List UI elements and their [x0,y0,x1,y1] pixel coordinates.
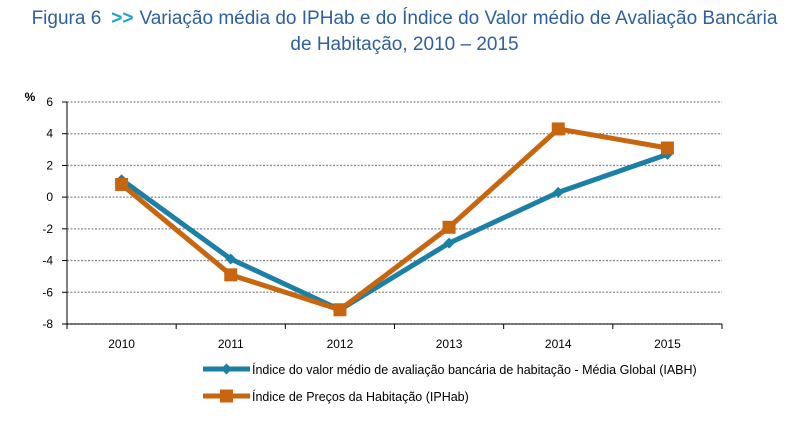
data-point [442,220,456,234]
data-point [333,303,347,317]
legend-marker [220,389,233,403]
y-tick-label: 6 [46,95,53,109]
legend-item-iphab: Índice de Preços da Habitação (IPHab) [203,389,469,404]
title-text-1: Variação média do IPHab e do Índice do V… [139,8,778,29]
series-layer [115,122,674,317]
series-line [119,151,670,313]
data-point [660,141,674,155]
data-point [551,122,565,136]
x-tick-label: 2014 [545,337,572,351]
x-tick-label: 2011 [218,337,244,351]
legend-marker [221,363,232,375]
data-point [225,253,237,265]
y-tick-label: 4 [46,127,53,141]
y-tick-label: -6 [42,285,53,299]
data-point [115,177,129,191]
x-tick-label: 2010 [108,337,135,351]
legend-item-iabh: Índice do valor médio de avaliação bancá… [203,362,697,377]
y-axis-label: % [25,90,36,104]
data-point [224,268,238,282]
legend: Índice do valor médio de avaliação bancá… [203,362,697,404]
title-line-1: Figura 6 >> Variação média do IPHab e do Í… [0,6,809,32]
title-arrows: >> [111,8,134,29]
y-tick-label: 0 [46,190,53,204]
y-tick-label: 2 [46,158,53,172]
series-iabh [116,148,673,316]
series-line [119,126,670,313]
legend-label: Índice do valor médio de avaliação bancá… [252,362,697,377]
legend-label: Índice de Preços da Habitação (IPHab) [252,389,469,404]
data-point [552,186,564,198]
y-tick-label: -8 [42,317,53,331]
x-tick-label: 2013 [436,337,463,351]
x-tick-label: 2015 [654,337,681,351]
figure-label: Figura 6 [31,8,102,29]
series-iphab [115,122,674,317]
y-tick-label: -2 [42,222,53,236]
axis-layer: 6 4 2 0 -2 -4 -6 -8% 2010 2011 2012 2013 2014 2015 [25,90,723,351]
x-tick-label: 2012 [327,337,354,351]
data-point [443,237,455,249]
title-line-2: de Habitação, 2010 – 2015 [290,34,519,55]
y-tick-label: -4 [42,254,53,268]
chart-title: Figura 6 >> Variação média do IPHab e do Í… [0,6,809,58]
